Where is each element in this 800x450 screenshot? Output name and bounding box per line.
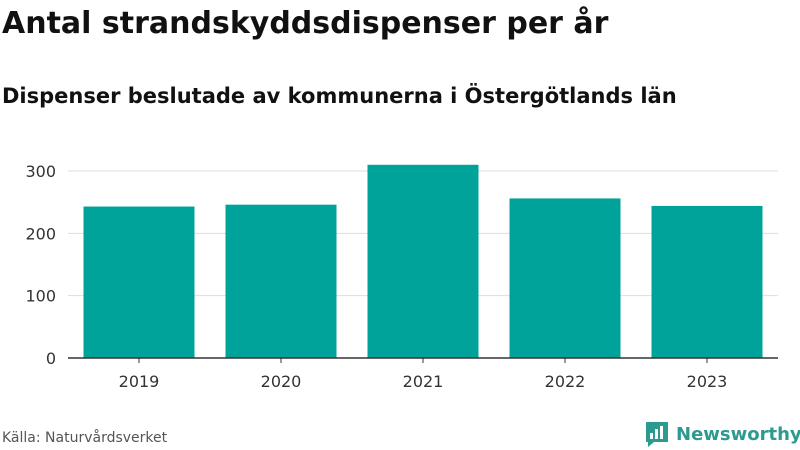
bar-2022 xyxy=(509,198,621,358)
chart-title: Antal strandskyddsdispenser per år xyxy=(2,6,609,41)
bar-2019 xyxy=(83,206,195,358)
bar-2023 xyxy=(651,205,763,358)
chart-subtitle: Dispenser beslutade av kommunerna i Öste… xyxy=(2,84,677,108)
brand-name: Newsworthy xyxy=(676,423,800,445)
x-tick-label: 2022 xyxy=(545,372,586,391)
source-note: Källa: Naturvårdsverket xyxy=(2,430,168,446)
y-tick-label: 100 xyxy=(25,287,56,306)
y-tick-label: 0 xyxy=(46,349,56,368)
bar-2021 xyxy=(367,164,479,358)
bar-chart: 0 100 200 300 2019 2020 2021 2022 2023 xyxy=(25,162,778,391)
x-tick-label: 2020 xyxy=(261,372,302,391)
y-tick-label: 300 xyxy=(25,162,56,181)
y-tick-label: 200 xyxy=(25,224,56,243)
x-tick-label: 2023 xyxy=(687,372,728,391)
brand-logo: Newsworthy xyxy=(644,420,800,448)
newsworthy-logo-icon xyxy=(646,422,668,447)
x-tick-label: 2021 xyxy=(403,372,444,391)
x-tick-label: 2019 xyxy=(119,372,160,391)
bar-2020 xyxy=(225,204,337,358)
